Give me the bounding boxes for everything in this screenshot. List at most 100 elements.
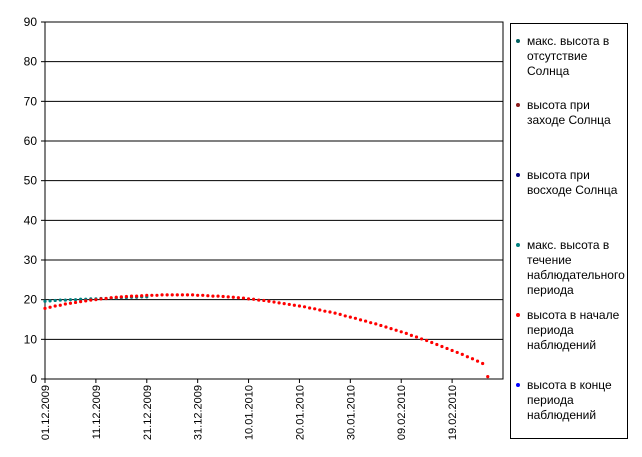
data-point — [124, 294, 129, 299]
x-axis: 01.12.2009 11.12.2009 21.12.2009 31.12.2009… — [40, 379, 459, 440]
data-point — [282, 302, 286, 306]
x-tick-label: 01.12.2009 — [40, 385, 52, 440]
data-point — [481, 361, 485, 366]
data-point — [419, 337, 424, 341]
y-tick-label: 80 — [24, 55, 38, 69]
data-point — [475, 359, 480, 363]
x-tick-label: 10.01.2010 — [244, 385, 256, 440]
data-point — [190, 293, 195, 297]
legend-label: высота при восходе Солнца — [527, 168, 618, 197]
data-point — [231, 295, 235, 299]
legend-item: макс. высота в отсутствие Солнца — [515, 34, 625, 79]
data-point — [175, 293, 179, 297]
data-point — [435, 342, 439, 347]
legend-marker — [516, 243, 520, 247]
data-point — [160, 293, 164, 297]
data-point — [58, 303, 62, 307]
y-tick-label: 20 — [24, 293, 38, 307]
data-point — [425, 338, 429, 343]
data-point — [399, 330, 403, 334]
data-point — [369, 321, 373, 325]
data-point — [236, 296, 240, 300]
y-tick-label: 0 — [30, 372, 37, 386]
data-point — [389, 327, 393, 331]
data-point — [302, 305, 307, 309]
legend-label: высота при заходе Солнца — [527, 98, 611, 127]
y-tick-label: 10 — [24, 332, 38, 346]
data-point — [63, 298, 67, 302]
data-point — [79, 297, 83, 301]
legend-marker — [516, 103, 520, 107]
data-point — [353, 316, 358, 320]
data-point — [262, 298, 266, 303]
legend-marker — [516, 39, 520, 43]
y-tick-label: 50 — [24, 174, 38, 188]
data-point — [384, 325, 388, 329]
data-point — [135, 294, 139, 298]
data-point — [43, 299, 47, 303]
data-point — [430, 340, 434, 345]
data-point — [109, 296, 113, 300]
data-point — [201, 293, 205, 297]
data-point — [211, 294, 215, 298]
legend-item: высота в начале периода наблюдений — [515, 308, 625, 353]
data-point — [328, 310, 332, 314]
x-tick-label: 20.01.2010 — [294, 385, 306, 440]
data-point — [287, 302, 291, 307]
data-point — [348, 315, 352, 319]
data-point — [84, 299, 88, 303]
y-tick-label: 30 — [24, 253, 38, 267]
data-point — [252, 297, 256, 301]
legend-item: высота при заходе Солнца — [515, 98, 625, 128]
data-point — [343, 314, 347, 318]
data-point — [48, 299, 52, 303]
data-point — [221, 294, 225, 299]
data-point — [313, 307, 317, 311]
data-point — [404, 331, 408, 335]
data-point — [470, 357, 475, 361]
data-point — [48, 305, 52, 309]
x-tick-label: 30.01.2010 — [345, 385, 357, 440]
legend-item: макс. высота в течение наблюдательного п… — [515, 238, 625, 298]
data-point — [364, 319, 368, 323]
data-point — [257, 298, 261, 302]
legend-label: высота в конце периода наблюдений — [527, 378, 612, 422]
data-point — [455, 350, 459, 355]
data-point — [440, 344, 444, 349]
data-point — [79, 300, 83, 304]
data-point — [379, 323, 383, 328]
data-point — [409, 333, 413, 337]
legend: макс. высота в отсутствие Солнца высота … — [510, 23, 628, 439]
y-tick-label: 60 — [24, 134, 38, 148]
x-tick-label: 19.02.2010 — [447, 385, 459, 440]
y-tick-label: 70 — [24, 94, 38, 108]
data-point — [155, 293, 159, 297]
x-tick-label: 09.02.2010 — [396, 385, 408, 440]
data-point — [338, 312, 342, 316]
data-point — [53, 298, 57, 303]
data-point — [323, 309, 327, 313]
data-point — [73, 300, 78, 305]
series — [43, 293, 490, 379]
legend-label: макс. высота в течение наблюдательного п… — [527, 238, 625, 297]
data-point — [89, 298, 93, 302]
data-point — [104, 296, 108, 301]
data-point — [333, 311, 337, 315]
data-point — [445, 346, 449, 351]
data-point — [68, 301, 73, 305]
data-point — [185, 293, 190, 297]
data-point — [145, 293, 149, 297]
data-point — [241, 296, 246, 300]
data-point — [58, 298, 62, 302]
x-tick-label: 21.12.2009 — [142, 385, 154, 440]
legend-marker — [516, 313, 520, 317]
data-point — [450, 348, 454, 353]
legend-marker — [516, 383, 520, 387]
data-point — [94, 298, 98, 302]
y-axis: 0 10 20 30 40 50 60 70 80 90 — [24, 15, 45, 386]
data-point — [226, 295, 230, 299]
data-point — [196, 293, 200, 297]
data-point — [308, 306, 312, 310]
data-point — [140, 294, 144, 298]
